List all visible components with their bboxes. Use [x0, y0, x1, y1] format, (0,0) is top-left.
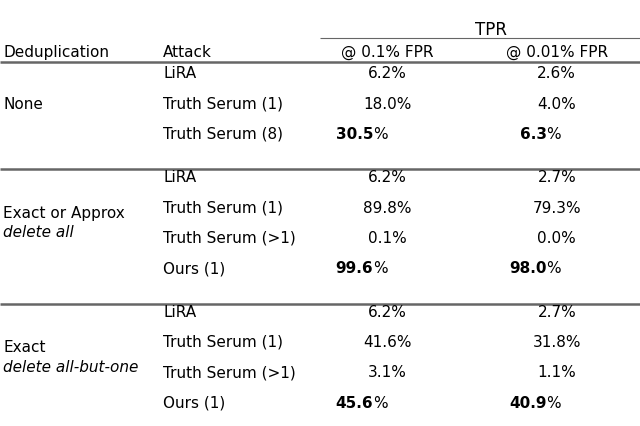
Text: 1.1%: 1.1%: [538, 364, 576, 379]
Text: Truth Serum (>1): Truth Serum (>1): [163, 230, 296, 245]
Text: 31.8%: 31.8%: [532, 334, 581, 349]
Text: 6.3: 6.3: [520, 127, 547, 141]
Text: 0.1%: 0.1%: [368, 230, 406, 245]
Text: 89.8%: 89.8%: [363, 200, 412, 215]
Text: 99.6: 99.6: [335, 261, 373, 276]
Text: 2.7%: 2.7%: [538, 304, 576, 319]
Text: @ 0.01% FPR: @ 0.01% FPR: [506, 44, 608, 60]
Text: Exact: Exact: [3, 340, 45, 354]
Text: %: %: [547, 261, 561, 276]
Text: %: %: [373, 394, 388, 409]
Text: %: %: [547, 127, 561, 141]
Text: Truth Serum (8): Truth Serum (8): [163, 127, 283, 141]
Text: 41.6%: 41.6%: [363, 334, 412, 349]
Text: Attack: Attack: [163, 44, 212, 60]
Text: %: %: [547, 394, 561, 409]
Text: %: %: [373, 127, 388, 141]
Text: 6.2%: 6.2%: [368, 304, 406, 319]
Text: 6.2%: 6.2%: [368, 170, 406, 185]
Text: 6.2%: 6.2%: [368, 66, 406, 81]
Text: 0.0%: 0.0%: [538, 230, 576, 245]
Text: Truth Serum (1): Truth Serum (1): [163, 200, 283, 215]
Text: Exact or Approx: Exact or Approx: [3, 206, 125, 221]
Text: 79.3%: 79.3%: [532, 200, 581, 215]
Text: delete all-but-one: delete all-but-one: [3, 359, 139, 374]
Text: 2.6%: 2.6%: [538, 66, 576, 81]
Text: @ 0.1% FPR: @ 0.1% FPR: [341, 44, 433, 60]
Text: LiRA: LiRA: [163, 304, 196, 319]
Text: LiRA: LiRA: [163, 170, 196, 185]
Text: 45.6: 45.6: [335, 394, 373, 409]
Text: 40.9: 40.9: [509, 394, 547, 409]
Text: LiRA: LiRA: [163, 66, 196, 81]
Text: 3.1%: 3.1%: [368, 364, 406, 379]
Text: Deduplication: Deduplication: [3, 44, 109, 60]
Text: 18.0%: 18.0%: [363, 96, 412, 111]
Text: 30.5: 30.5: [335, 127, 373, 141]
Text: %: %: [373, 261, 388, 276]
Text: Truth Serum (1): Truth Serum (1): [163, 96, 283, 111]
Text: Truth Serum (>1): Truth Serum (>1): [163, 364, 296, 379]
Text: Truth Serum (1): Truth Serum (1): [163, 334, 283, 349]
Text: delete all: delete all: [3, 225, 74, 240]
Text: Ours (1): Ours (1): [163, 261, 225, 276]
Text: 4.0%: 4.0%: [538, 96, 576, 111]
Text: 2.7%: 2.7%: [538, 170, 576, 185]
Text: Ours (1): Ours (1): [163, 394, 225, 409]
Text: None: None: [3, 96, 43, 111]
Text: TPR: TPR: [476, 21, 508, 39]
Text: 98.0: 98.0: [509, 261, 547, 276]
